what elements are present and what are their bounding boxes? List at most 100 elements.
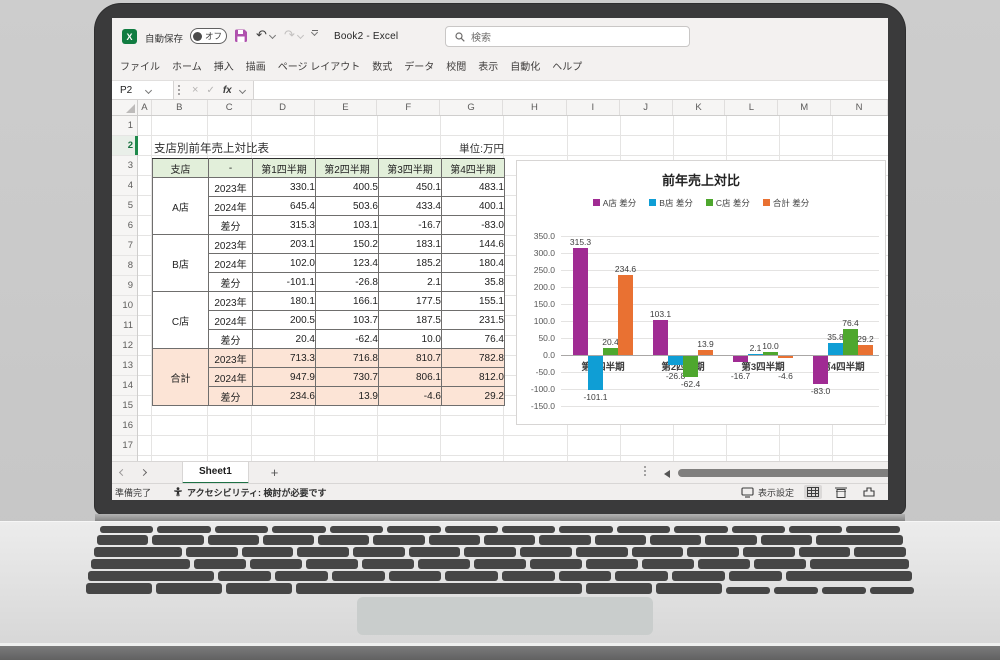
- row-label-cell[interactable]: 2023年: [208, 348, 253, 368]
- column-header-N[interactable]: N: [831, 100, 888, 115]
- table-header-5[interactable]: 第4四半期: [441, 158, 505, 178]
- chart-bar-s1-c1[interactable]: [668, 356, 683, 366]
- chart-bar-s3-c2[interactable]: [778, 356, 793, 358]
- enter-button[interactable]: ✓: [206, 84, 215, 96]
- row-label-cell[interactable]: 差分: [208, 329, 253, 349]
- chart-bar-s0-c2[interactable]: [733, 356, 748, 362]
- row-header-8[interactable]: 8: [112, 256, 137, 276]
- value-cell[interactable]: 234.6: [252, 386, 316, 406]
- table-header-2[interactable]: 第1四半期: [252, 158, 316, 178]
- next-sheet-button[interactable]: [133, 468, 154, 477]
- row-header-12[interactable]: 12: [112, 336, 137, 356]
- value-cell[interactable]: 103.1: [315, 215, 379, 235]
- row-header-9[interactable]: 9: [112, 276, 137, 296]
- row-header-4[interactable]: 4: [112, 176, 137, 196]
- sheet-tab-sheet1[interactable]: Sheet1: [182, 461, 249, 484]
- ribbon-tab-7[interactable]: 校閲: [446, 62, 467, 73]
- value-cell[interactable]: 716.8: [315, 348, 379, 368]
- value-cell[interactable]: 29.2: [441, 386, 505, 406]
- row-header-11[interactable]: 11: [112, 316, 137, 336]
- select-all-button[interactable]: [112, 100, 138, 115]
- column-header-B[interactable]: B: [152, 100, 208, 115]
- row-header-16[interactable]: 16: [112, 416, 137, 436]
- row-header-7[interactable]: 7: [112, 236, 137, 256]
- column-header-M[interactable]: M: [778, 100, 832, 115]
- value-cell[interactable]: -101.1: [252, 272, 316, 292]
- value-cell[interactable]: 144.6: [441, 234, 505, 254]
- column-header-G[interactable]: G: [440, 100, 504, 115]
- column-header-I[interactable]: I: [567, 100, 620, 115]
- insert-function-button[interactable]: fx: [222, 84, 232, 96]
- row-label-cell[interactable]: 2023年: [208, 291, 253, 311]
- chart-bar-s2-c3[interactable]: [843, 329, 858, 355]
- ribbon-tab-9[interactable]: 自動化: [510, 62, 541, 73]
- value-cell[interactable]: 450.1: [378, 177, 442, 197]
- value-cell[interactable]: 185.2: [378, 253, 442, 273]
- sales-comparison-table[interactable]: 支店 - 第1四半期 第2四半期 第3四半期 第4四半期 A店 2023年 330.1 400.5…: [152, 158, 505, 406]
- chart-bar-s3-c3[interactable]: [858, 345, 873, 355]
- value-cell[interactable]: 177.5: [378, 291, 442, 311]
- ribbon-tab-5[interactable]: 数式: [372, 62, 393, 73]
- redo-button[interactable]: ↷: [284, 27, 304, 43]
- ribbon-tab-6[interactable]: データ: [404, 62, 435, 73]
- normal-view-button[interactable]: [804, 485, 822, 499]
- add-sheet-button[interactable]: +: [270, 465, 279, 480]
- row-label-cell[interactable]: 2024年: [208, 253, 253, 273]
- value-cell[interactable]: 483.1: [441, 177, 505, 197]
- value-cell[interactable]: 645.4: [252, 196, 316, 216]
- row-label-cell[interactable]: 2024年: [208, 196, 253, 216]
- name-box-chevron-icon[interactable]: [145, 86, 153, 94]
- column-header-C[interactable]: C: [208, 100, 252, 115]
- value-cell[interactable]: 13.9: [315, 386, 379, 406]
- formula-input[interactable]: [253, 81, 888, 99]
- excel-app-icon[interactable]: X: [122, 29, 137, 44]
- value-cell[interactable]: 730.7: [315, 367, 379, 387]
- column-header-J[interactable]: J: [620, 100, 673, 115]
- ribbon-tab-2[interactable]: 挿入: [213, 62, 234, 73]
- fx-chevron-icon[interactable]: [238, 86, 246, 94]
- ribbon-tab-10[interactable]: ヘルプ: [552, 62, 583, 73]
- value-cell[interactable]: 76.4: [441, 329, 505, 349]
- horizontal-scrollbar-thumb[interactable]: [678, 469, 888, 477]
- table-header-1[interactable]: -: [208, 158, 253, 178]
- row-label-cell[interactable]: 2024年: [208, 367, 253, 387]
- view-settings-button[interactable]: 表示設定: [741, 486, 794, 499]
- column-header-D[interactable]: D: [252, 100, 315, 115]
- row-label-cell[interactable]: 差分: [208, 386, 253, 406]
- chart-bar-s2-c1[interactable]: [683, 356, 698, 378]
- save-icon[interactable]: [234, 29, 248, 43]
- value-cell[interactable]: 806.1: [378, 367, 442, 387]
- value-cell[interactable]: 231.5: [441, 310, 505, 330]
- column-header-K[interactable]: K: [673, 100, 726, 115]
- value-cell[interactable]: 400.5: [315, 177, 379, 197]
- ribbon-tab-4[interactable]: ページ レイアウト: [277, 62, 361, 73]
- value-cell[interactable]: 166.1: [315, 291, 379, 311]
- value-cell[interactable]: 187.5: [378, 310, 442, 330]
- page-layout-view-button[interactable]: [832, 485, 850, 499]
- row-label-cell[interactable]: 2023年: [208, 234, 253, 254]
- value-cell[interactable]: -4.6: [378, 386, 442, 406]
- ribbon-tab-3[interactable]: 描画: [245, 62, 266, 73]
- value-cell[interactable]: 503.6: [315, 196, 379, 216]
- table-header-4[interactable]: 第3四半期: [378, 158, 442, 178]
- value-cell[interactable]: 713.3: [252, 348, 316, 368]
- value-cell[interactable]: 180.4: [441, 253, 505, 273]
- value-cell[interactable]: 400.1: [441, 196, 505, 216]
- value-cell[interactable]: 35.8: [441, 272, 505, 292]
- value-cell[interactable]: 10.0: [378, 329, 442, 349]
- table-header-3[interactable]: 第2四半期: [315, 158, 379, 178]
- row-label-cell[interactable]: 2023年: [208, 177, 253, 197]
- value-cell[interactable]: 123.4: [315, 253, 379, 273]
- chart-bar-s2-c0[interactable]: [603, 348, 618, 355]
- accessibility-status[interactable]: アクセシビリティ: 検討が必要です: [173, 486, 327, 499]
- value-cell[interactable]: 102.0: [252, 253, 316, 273]
- row-header-17[interactable]: 17: [112, 436, 137, 456]
- row-header-14[interactable]: 14: [112, 376, 137, 396]
- value-cell[interactable]: 330.1: [252, 177, 316, 197]
- prev-sheet-button[interactable]: [112, 468, 133, 477]
- branch-cell-3[interactable]: 合計: [152, 348, 209, 406]
- chart-bar-s0-c3[interactable]: [813, 356, 828, 385]
- chart-bar-s1-c3[interactable]: [828, 342, 843, 355]
- branch-cell-0[interactable]: A店: [152, 177, 209, 235]
- value-cell[interactable]: -26.8: [315, 272, 379, 292]
